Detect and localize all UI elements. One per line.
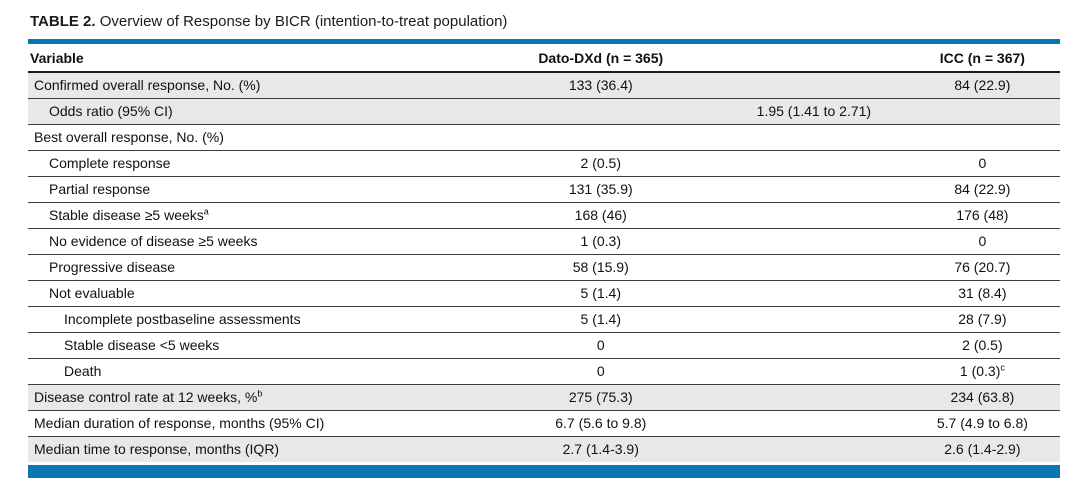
- row-label: Median time to response, months (IQR): [28, 436, 343, 462]
- dato-value: 5 (1.4): [342, 280, 859, 307]
- footnote-marker-a: a: [203, 206, 209, 217]
- table-caption: TABLE 2. Overview of Response by BICR (i…: [28, 0, 1060, 39]
- icc-value: [858, 124, 1060, 151]
- top-accent-bar: [28, 39, 1060, 44]
- row-label: Partial response: [28, 176, 343, 203]
- table-row-disease-control-rate: Disease control rate at 12 weeks, %b 275…: [28, 384, 1060, 411]
- row-label: Median duration of response, months (95%…: [28, 410, 343, 437]
- table-row-best-overall-response: Best overall response, No. (%): [28, 124, 1060, 151]
- header-row: Variable Dato-DXd (n = 365) ICC (n = 367…: [28, 44, 1060, 73]
- dato-value: 168 (46): [342, 202, 859, 229]
- table-row-progressive-disease: Progressive disease 58 (15.9) 76 (20.7): [28, 254, 1060, 281]
- table-row-partial-response: Partial response 131 (35.9) 84 (22.9): [28, 176, 1060, 203]
- table-row-stable-disease-ge5-weeks: Stable disease ≥5 weeksa 168 (46) 176 (4…: [28, 202, 1060, 229]
- table-row-not-evaluable: Not evaluable 5 (1.4) 31 (8.4): [28, 280, 1060, 307]
- icc-value: 76 (20.7): [858, 254, 1060, 281]
- footnote-marker-c: c: [1000, 362, 1005, 373]
- caption-text: Overview of Response by BICR (intention-…: [99, 13, 508, 30]
- dato-value: 0: [342, 358, 859, 385]
- table-row-stable-disease-lt5-weeks: Stable disease <5 weeks 0 2 (0.5): [28, 332, 1060, 359]
- row-label: Best overall response, No. (%): [28, 124, 343, 151]
- dato-value: 133 (36.4): [342, 72, 859, 99]
- row-label: Disease control rate at 12 weeks, %b: [28, 384, 343, 411]
- icc-value: 84 (22.9): [858, 72, 1060, 99]
- table-row-median-duration-of-response: Median duration of response, months (95%…: [28, 410, 1060, 437]
- odds-ratio-span-value: 1.95 (1.41 to 2.71): [342, 98, 1060, 125]
- footnote-marker-b: b: [257, 388, 263, 399]
- dato-value: 275 (75.3): [342, 384, 859, 411]
- icc-value: 1 (0.3)c: [858, 358, 1060, 385]
- bottom-accent-bar: [28, 465, 1060, 478]
- icc-value: 5.7 (4.9 to 6.8): [858, 410, 1060, 437]
- dato-value: 131 (35.9): [342, 176, 859, 203]
- icc-value: 176 (48): [858, 202, 1060, 229]
- row-label: Incomplete postbaseline assessments: [28, 306, 343, 333]
- dato-value: [342, 124, 859, 151]
- icc-value: 2.6 (1.4-2.9): [858, 436, 1060, 462]
- table-row-confirmed-overall-response: Confirmed overall response, No. (%) 133 …: [28, 72, 1060, 99]
- table-row-median-time-to-response: Median time to response, months (IQR) 2.…: [28, 436, 1060, 462]
- caption-number: TABLE 2.: [30, 13, 96, 30]
- table-figure: TABLE 2. Overview of Response by BICR (i…: [28, 0, 1060, 478]
- row-label: Progressive disease: [28, 254, 343, 281]
- icc-value: 0: [858, 228, 1060, 255]
- table-row-death: Death 0 1 (0.3)c: [28, 358, 1060, 385]
- icc-value: 84 (22.9): [858, 176, 1060, 203]
- dato-value: 2.7 (1.4-3.9): [342, 436, 859, 462]
- row-label: Not evaluable: [28, 280, 343, 307]
- row-label: Odds ratio (95% CI): [28, 98, 343, 125]
- table-row-no-evidence-of-disease: No evidence of disease ≥5 weeks 1 (0.3) …: [28, 228, 1060, 255]
- icc-value: 31 (8.4): [858, 280, 1060, 307]
- row-label: Death: [28, 358, 343, 385]
- dato-value: 1 (0.3): [342, 228, 859, 255]
- dato-value: 6.7 (5.6 to 9.8): [342, 410, 859, 437]
- row-label: Complete response: [28, 150, 343, 177]
- col-header-icc: ICC (n = 367): [858, 44, 1060, 73]
- row-label: Stable disease <5 weeks: [28, 332, 343, 359]
- col-header-variable: Variable: [28, 44, 343, 73]
- table-row-odds-ratio: Odds ratio (95% CI) 1.95 (1.41 to 2.71): [28, 98, 1060, 125]
- row-label: No evidence of disease ≥5 weeks: [28, 228, 343, 255]
- table-body: Confirmed overall response, No. (%) 133 …: [28, 72, 1060, 462]
- row-label: Stable disease ≥5 weeksa: [28, 202, 343, 229]
- dato-value: 2 (0.5): [342, 150, 859, 177]
- dato-value: 0: [342, 332, 859, 359]
- col-header-dato-dxd: Dato-DXd (n = 365): [342, 44, 859, 73]
- icc-value: 2 (0.5): [858, 332, 1060, 359]
- icc-value: 234 (63.8): [858, 384, 1060, 411]
- response-table: Variable Dato-DXd (n = 365) ICC (n = 367…: [28, 44, 1060, 462]
- row-label: Confirmed overall response, No. (%): [28, 72, 343, 99]
- icc-value: 28 (7.9): [858, 306, 1060, 333]
- dato-value: 5 (1.4): [342, 306, 859, 333]
- table-row-complete-response: Complete response 2 (0.5) 0: [28, 150, 1060, 177]
- icc-value: 0: [858, 150, 1060, 177]
- table-row-incomplete-postbaseline: Incomplete postbaseline assessments 5 (1…: [28, 306, 1060, 333]
- dato-value: 58 (15.9): [342, 254, 859, 281]
